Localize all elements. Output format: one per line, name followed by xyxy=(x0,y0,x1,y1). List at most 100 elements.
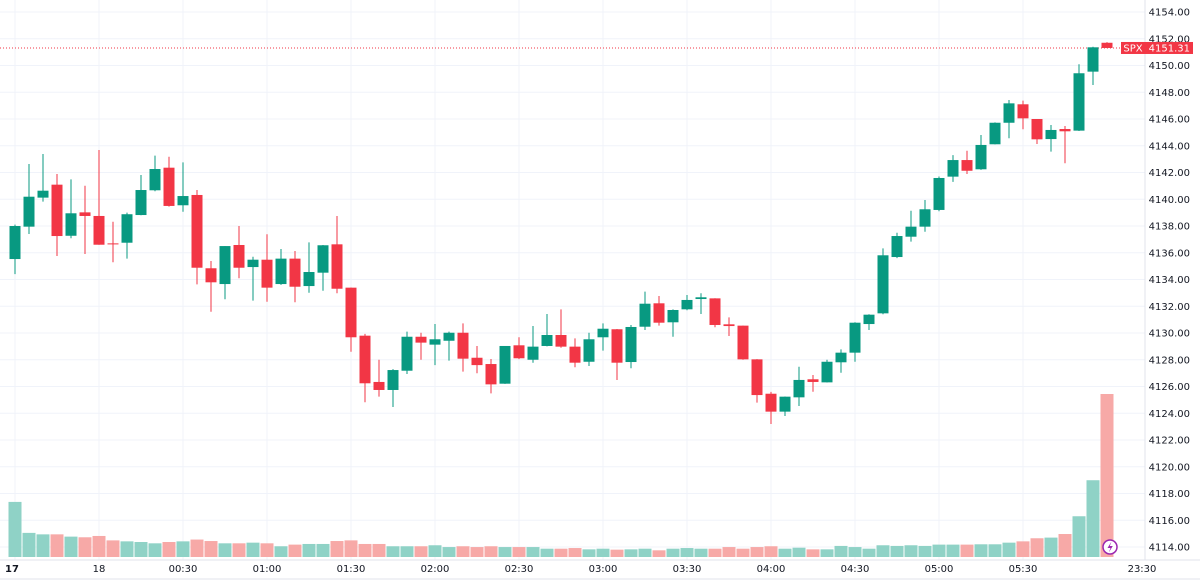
candle-body xyxy=(79,212,91,216)
candle-body xyxy=(541,335,553,346)
candle-body xyxy=(765,393,777,412)
volume-bar xyxy=(904,545,918,557)
time-tick-label: 05:00 xyxy=(925,564,954,575)
candle-body xyxy=(51,184,63,237)
volume-bar xyxy=(1100,394,1114,557)
volume-bar xyxy=(778,548,792,557)
volume-bar xyxy=(162,542,176,557)
time-tick-label: 00:30 xyxy=(169,564,198,575)
price-tick-label: 4144.00 xyxy=(1149,141,1190,152)
candle xyxy=(345,287,357,352)
candle-body xyxy=(359,335,371,384)
volume-bar xyxy=(120,541,134,557)
candle-body xyxy=(821,361,833,383)
candle xyxy=(359,333,371,403)
volume-bar xyxy=(932,544,946,557)
candle-body xyxy=(989,122,1001,145)
candle xyxy=(597,323,609,351)
price-tick-label: 4142.00 xyxy=(1149,168,1190,179)
volume-bar xyxy=(862,548,876,557)
volume-bar xyxy=(764,546,778,557)
price-tick-label: 4150.00 xyxy=(1149,61,1190,72)
candle-body xyxy=(471,357,483,366)
time-axis[interactable]: 17 18 00:30 01:00 01:30 02:00 02:30 03:00 03:30 0… xyxy=(5,564,1156,575)
price-tick-label: 4138.00 xyxy=(1149,222,1190,233)
candle-body xyxy=(149,169,161,191)
price-tick-label: 4128.00 xyxy=(1149,355,1190,366)
grid xyxy=(0,0,1145,560)
volume-bar xyxy=(316,543,330,557)
candle-body xyxy=(807,379,819,382)
volume-bar xyxy=(442,547,456,557)
time-tick-label: 03:00 xyxy=(589,564,618,575)
candle-body xyxy=(653,303,665,323)
price-tick-label: 4126.00 xyxy=(1149,382,1190,393)
price-tick-label: 4132.00 xyxy=(1149,302,1190,313)
volume-bar xyxy=(204,541,218,557)
candle-body xyxy=(961,160,973,171)
candle xyxy=(667,309,679,337)
candle-body xyxy=(849,322,861,353)
candle-body xyxy=(247,259,259,268)
candle xyxy=(723,317,735,336)
candle xyxy=(261,234,273,302)
candle-body xyxy=(1017,104,1029,119)
candle xyxy=(527,326,539,363)
candle-body xyxy=(723,324,735,327)
price-tick-label: 4152.00 xyxy=(1149,34,1190,45)
candle xyxy=(961,150,973,174)
candle-body xyxy=(163,167,175,206)
candle-body xyxy=(919,209,931,227)
candle xyxy=(205,261,217,312)
volume-bar xyxy=(246,542,260,557)
candle-body xyxy=(261,259,273,288)
candle xyxy=(1045,125,1057,152)
volume-bar xyxy=(680,548,694,557)
candle xyxy=(653,295,665,326)
candle xyxy=(457,323,469,372)
volume-bar xyxy=(498,547,512,557)
candle-body xyxy=(569,346,581,363)
candle xyxy=(947,155,959,182)
candle-body xyxy=(499,345,511,384)
candle xyxy=(499,345,511,384)
candle-body xyxy=(93,215,105,245)
volume-bar xyxy=(792,547,806,557)
candle-body xyxy=(23,196,35,227)
candle xyxy=(681,295,693,311)
volume-bar xyxy=(414,546,428,557)
candle xyxy=(849,322,861,362)
candle xyxy=(135,175,147,216)
price-badge xyxy=(1145,41,1193,54)
lightning-icon[interactable] xyxy=(1102,539,1118,555)
price-axis[interactable]: 4154.00 4152.00 4150.00 4148.00 4146.00 4144.… xyxy=(1149,8,1190,554)
candle xyxy=(121,212,133,259)
candle xyxy=(37,154,49,202)
time-tick-label: 04:00 xyxy=(757,564,786,575)
candle-body xyxy=(443,332,455,341)
candle xyxy=(569,338,581,368)
candle-body xyxy=(205,268,217,283)
candle-body xyxy=(709,298,721,325)
candle-body xyxy=(415,336,427,343)
candle-body xyxy=(695,297,707,300)
candle xyxy=(639,291,651,331)
candle xyxy=(835,349,847,373)
candle xyxy=(709,298,721,328)
time-tick-label: 05:30 xyxy=(1009,564,1038,575)
candle xyxy=(793,366,805,407)
volume-bar xyxy=(36,534,50,557)
candle-body xyxy=(793,379,805,398)
volume-bar xyxy=(64,536,78,557)
volume-bar xyxy=(918,545,932,557)
candle-body xyxy=(373,381,385,390)
price-tick-label: 4116.00 xyxy=(1149,516,1190,527)
candle xyxy=(779,396,791,417)
candle xyxy=(163,156,175,207)
candle xyxy=(79,185,91,254)
price-tick-label: 4148.00 xyxy=(1149,88,1190,99)
volume-bar xyxy=(1002,542,1016,557)
volume-bar xyxy=(190,539,204,557)
volume-bar xyxy=(22,532,36,557)
